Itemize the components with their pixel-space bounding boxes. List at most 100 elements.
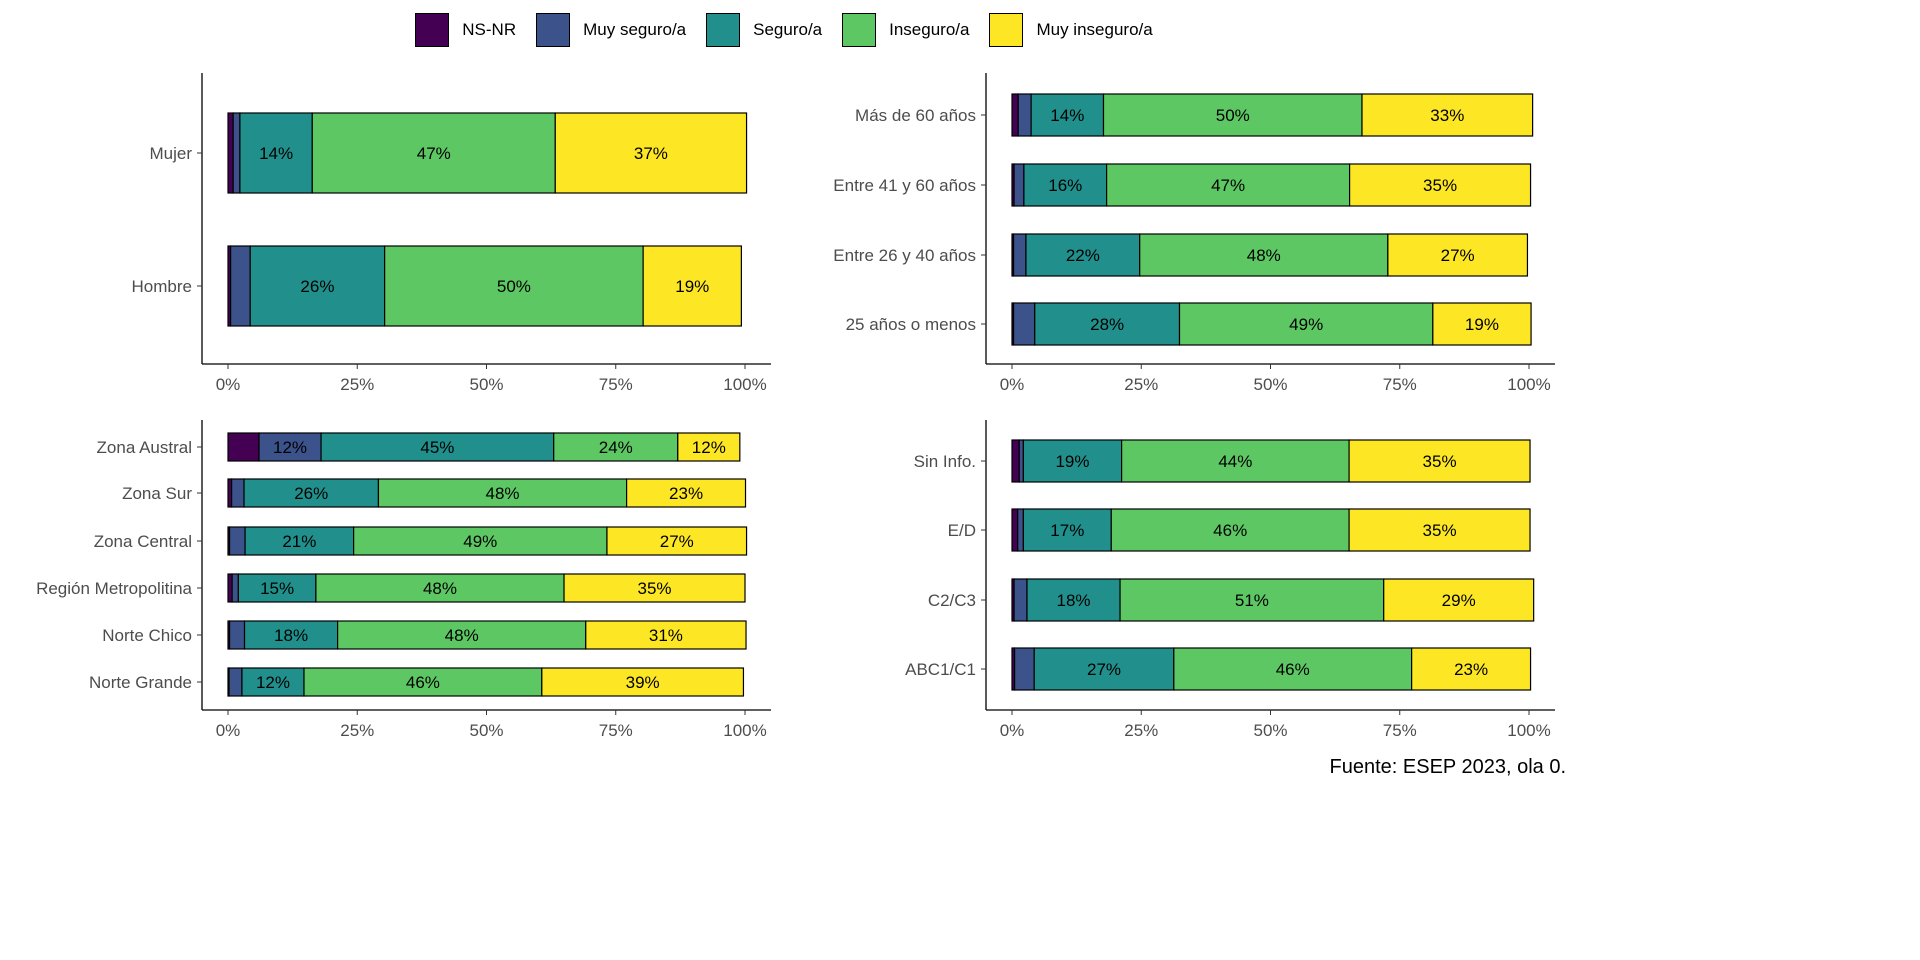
data-label: 39% — [626, 673, 660, 692]
bar-segment — [606, 526, 748, 556]
data-label: 18% — [274, 626, 308, 645]
data-label: 49% — [463, 532, 497, 551]
category-label: Norte Chico — [102, 626, 192, 645]
bar-segment — [1022, 508, 1112, 552]
data-label: 29% — [1442, 591, 1476, 610]
data-label: 44% — [1218, 452, 1252, 471]
data-label: 47% — [417, 144, 451, 163]
category-label: Zona Austral — [97, 438, 192, 457]
x-tick-label: 100% — [723, 375, 766, 394]
legend-item: Muy seguro/a — [536, 13, 686, 47]
category-label: Zona Sur — [122, 484, 192, 503]
bar-segment — [1017, 93, 1032, 137]
data-label: 19% — [675, 277, 709, 296]
category-label: Zona Central — [94, 532, 192, 551]
category-label: ABC1/C1 — [905, 660, 976, 679]
x-tick-label: 0% — [216, 721, 241, 740]
data-label: 23% — [1454, 660, 1488, 679]
data-label: 12% — [256, 673, 290, 692]
bar-segment — [1411, 647, 1532, 691]
category-label: Hombre — [132, 277, 192, 296]
data-label: 27% — [1087, 660, 1121, 679]
legend: NS-NR Muy seguro/a Seguro/a Inseguro/a Muy i… — [0, 12, 1568, 48]
x-tick-label: 0% — [1000, 375, 1025, 394]
data-label: 33% — [1430, 106, 1464, 125]
chart-panel-4: 0% 25% 50% 75% 100% Sin Info. 19% 44% 35% E/D 17% 4… — [905, 420, 1555, 740]
data-label: 26% — [300, 277, 334, 296]
chart-panel-3: 0% 25% 50% 75% 100% Zona Austral 12% 45% 24% 12% Z… — [36, 420, 771, 740]
bar-segment — [231, 478, 245, 508]
data-label: 28% — [1090, 315, 1124, 334]
chart-panel-2: 0% 25% 50% 75% 100% Más de 60 años 14% 50% 33% En… — [833, 73, 1555, 394]
bar-segment — [1013, 647, 1035, 691]
category-label: Región Metropolitina — [36, 579, 192, 598]
x-tick-label: 75% — [599, 721, 633, 740]
bar-segment — [1026, 578, 1121, 622]
data-label: 48% — [1247, 246, 1281, 265]
bar-segment — [227, 112, 234, 194]
x-tick-label: 25% — [340, 721, 374, 740]
data-label: 50% — [497, 277, 531, 296]
data-label: 46% — [1276, 660, 1310, 679]
bar-segment — [1023, 163, 1108, 207]
data-label: 23% — [669, 484, 703, 503]
data-label: 27% — [1441, 246, 1475, 265]
data-label: 19% — [1465, 315, 1499, 334]
x-tick-label: 50% — [1253, 721, 1287, 740]
bar-segment — [1173, 647, 1413, 691]
data-label: 17% — [1050, 521, 1084, 540]
legend-label: Muy seguro/a — [583, 20, 687, 39]
data-label: 45% — [420, 438, 454, 457]
data-label: 16% — [1048, 176, 1082, 195]
bar-segment — [243, 620, 339, 650]
category-label: C2/C3 — [928, 591, 976, 610]
category-label: Entre 26 y 40 años — [833, 246, 976, 265]
legend-item: NS-NR — [415, 13, 516, 47]
bar-segment — [553, 432, 679, 462]
bar-segment — [1102, 93, 1363, 137]
x-tick-label: 50% — [469, 721, 503, 740]
data-label: 46% — [406, 673, 440, 692]
legend-swatch — [842, 13, 877, 47]
bar-segment — [1030, 93, 1105, 137]
data-label: 21% — [282, 532, 316, 551]
bar-segment — [228, 620, 246, 650]
category-label: Más de 60 años — [855, 106, 976, 125]
data-label: 48% — [445, 626, 479, 645]
bar-segment — [244, 526, 355, 556]
bar-segment — [563, 573, 746, 603]
bar-segment — [1110, 508, 1350, 552]
bar-segment — [1011, 93, 1019, 137]
bar-segment — [231, 573, 239, 603]
bar-segment — [642, 245, 742, 327]
x-tick-label: 0% — [216, 375, 241, 394]
bar-segment — [232, 112, 241, 194]
data-label: 22% — [1066, 246, 1100, 265]
data-label: 18% — [1057, 591, 1091, 610]
category-label: E/D — [948, 521, 976, 540]
bar-segment — [337, 620, 587, 650]
data-label: 48% — [486, 484, 520, 503]
bar-segment — [1022, 439, 1123, 483]
bar-segment — [1121, 439, 1350, 483]
bar-segment — [1139, 233, 1389, 277]
data-label: 27% — [660, 532, 694, 551]
bar-segment — [311, 112, 556, 194]
data-label: 35% — [1423, 521, 1457, 540]
data-label: 14% — [259, 144, 293, 163]
bar-segment — [353, 526, 608, 556]
data-label: 46% — [1213, 521, 1247, 540]
legend-swatch — [706, 13, 741, 47]
data-label: 12% — [273, 438, 307, 457]
x-tick-label: 100% — [1507, 375, 1550, 394]
x-tick-label: 100% — [1507, 721, 1550, 740]
data-label: 37% — [634, 144, 668, 163]
bar-segment — [228, 667, 243, 697]
category-label: Entre 41 y 60 años — [833, 176, 976, 195]
bar-segment — [227, 432, 260, 462]
bar-segment — [554, 112, 748, 194]
legend-item: Seguro/a — [706, 13, 822, 47]
data-label: 35% — [1423, 176, 1457, 195]
x-tick-label: 75% — [599, 375, 633, 394]
data-label: 12% — [692, 438, 726, 457]
